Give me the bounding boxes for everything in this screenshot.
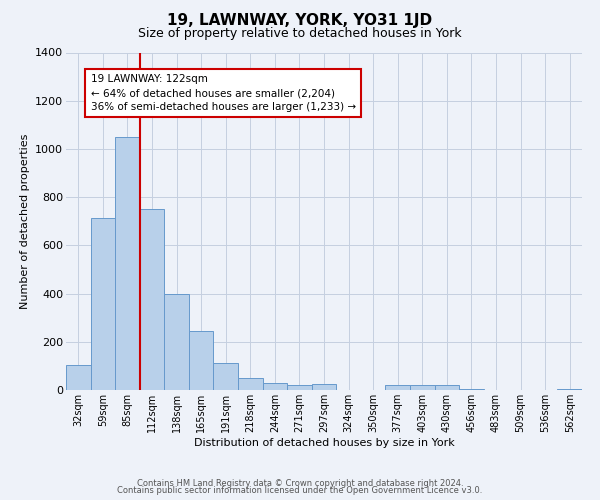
Bar [312,384,336,390]
Bar [66,364,91,390]
Bar [459,389,484,390]
Text: Contains HM Land Registry data © Crown copyright and database right 2024.: Contains HM Land Registry data © Crown c… [137,478,463,488]
Text: Contains public sector information licensed under the Open Government Licence v3: Contains public sector information licen… [118,486,482,495]
Bar [263,383,287,390]
Bar [385,385,410,390]
Bar [557,389,582,390]
Bar [410,385,434,390]
Y-axis label: Number of detached properties: Number of detached properties [20,134,29,309]
Bar [140,209,164,390]
Bar [91,218,115,390]
Bar [115,137,140,390]
X-axis label: Distribution of detached houses by size in York: Distribution of detached houses by size … [194,438,454,448]
Bar [189,331,214,390]
Text: Size of property relative to detached houses in York: Size of property relative to detached ho… [138,28,462,40]
Bar [434,385,459,390]
Bar [238,378,263,390]
Bar [164,294,189,390]
Bar [214,364,238,390]
Text: 19 LAWNWAY: 122sqm
← 64% of detached houses are smaller (2,204)
36% of semi-deta: 19 LAWNWAY: 122sqm ← 64% of detached hou… [91,74,356,112]
Bar [287,385,312,390]
Text: 19, LAWNWAY, YORK, YO31 1JD: 19, LAWNWAY, YORK, YO31 1JD [167,12,433,28]
